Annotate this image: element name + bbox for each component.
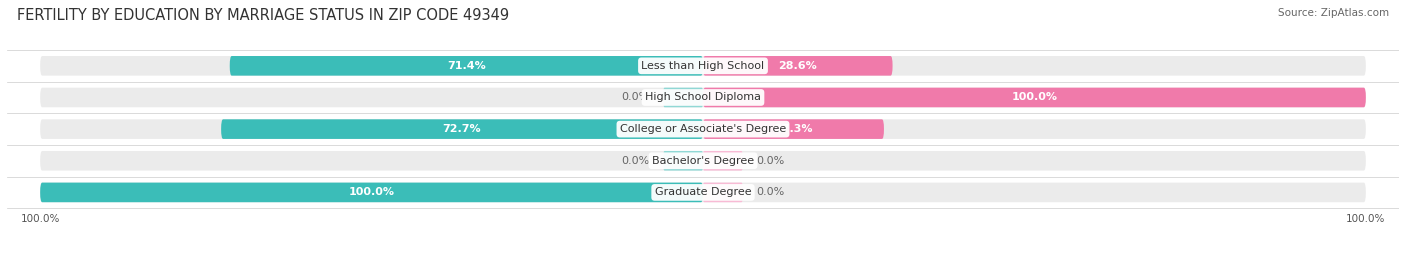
FancyBboxPatch shape xyxy=(703,56,893,76)
FancyBboxPatch shape xyxy=(664,88,703,107)
Text: Source: ZipAtlas.com: Source: ZipAtlas.com xyxy=(1278,8,1389,18)
FancyBboxPatch shape xyxy=(41,88,1365,107)
FancyBboxPatch shape xyxy=(41,56,1365,76)
Text: College or Associate's Degree: College or Associate's Degree xyxy=(620,124,786,134)
Text: Graduate Degree: Graduate Degree xyxy=(655,187,751,197)
FancyBboxPatch shape xyxy=(664,151,703,171)
Text: 72.7%: 72.7% xyxy=(443,124,481,134)
FancyBboxPatch shape xyxy=(229,56,703,76)
FancyBboxPatch shape xyxy=(41,119,1365,139)
FancyBboxPatch shape xyxy=(703,183,742,202)
FancyBboxPatch shape xyxy=(703,151,742,171)
Text: 71.4%: 71.4% xyxy=(447,61,485,71)
Text: Bachelor's Degree: Bachelor's Degree xyxy=(652,156,754,166)
FancyBboxPatch shape xyxy=(703,119,884,139)
Text: High School Diploma: High School Diploma xyxy=(645,93,761,102)
Text: 0.0%: 0.0% xyxy=(756,156,785,166)
FancyBboxPatch shape xyxy=(41,151,1365,171)
Text: FERTILITY BY EDUCATION BY MARRIAGE STATUS IN ZIP CODE 49349: FERTILITY BY EDUCATION BY MARRIAGE STATU… xyxy=(17,8,509,23)
FancyBboxPatch shape xyxy=(703,88,1365,107)
Text: 0.0%: 0.0% xyxy=(756,187,785,197)
Text: 100.0%: 100.0% xyxy=(349,187,395,197)
Text: 0.0%: 0.0% xyxy=(621,93,650,102)
Text: Less than High School: Less than High School xyxy=(641,61,765,71)
Text: 27.3%: 27.3% xyxy=(775,124,813,134)
Text: 28.6%: 28.6% xyxy=(779,61,817,71)
Text: 0.0%: 0.0% xyxy=(621,156,650,166)
FancyBboxPatch shape xyxy=(41,183,1365,202)
Text: 100.0%: 100.0% xyxy=(1011,93,1057,102)
Legend: Married, Unmarried: Married, Unmarried xyxy=(619,266,787,269)
FancyBboxPatch shape xyxy=(221,119,703,139)
FancyBboxPatch shape xyxy=(41,183,703,202)
